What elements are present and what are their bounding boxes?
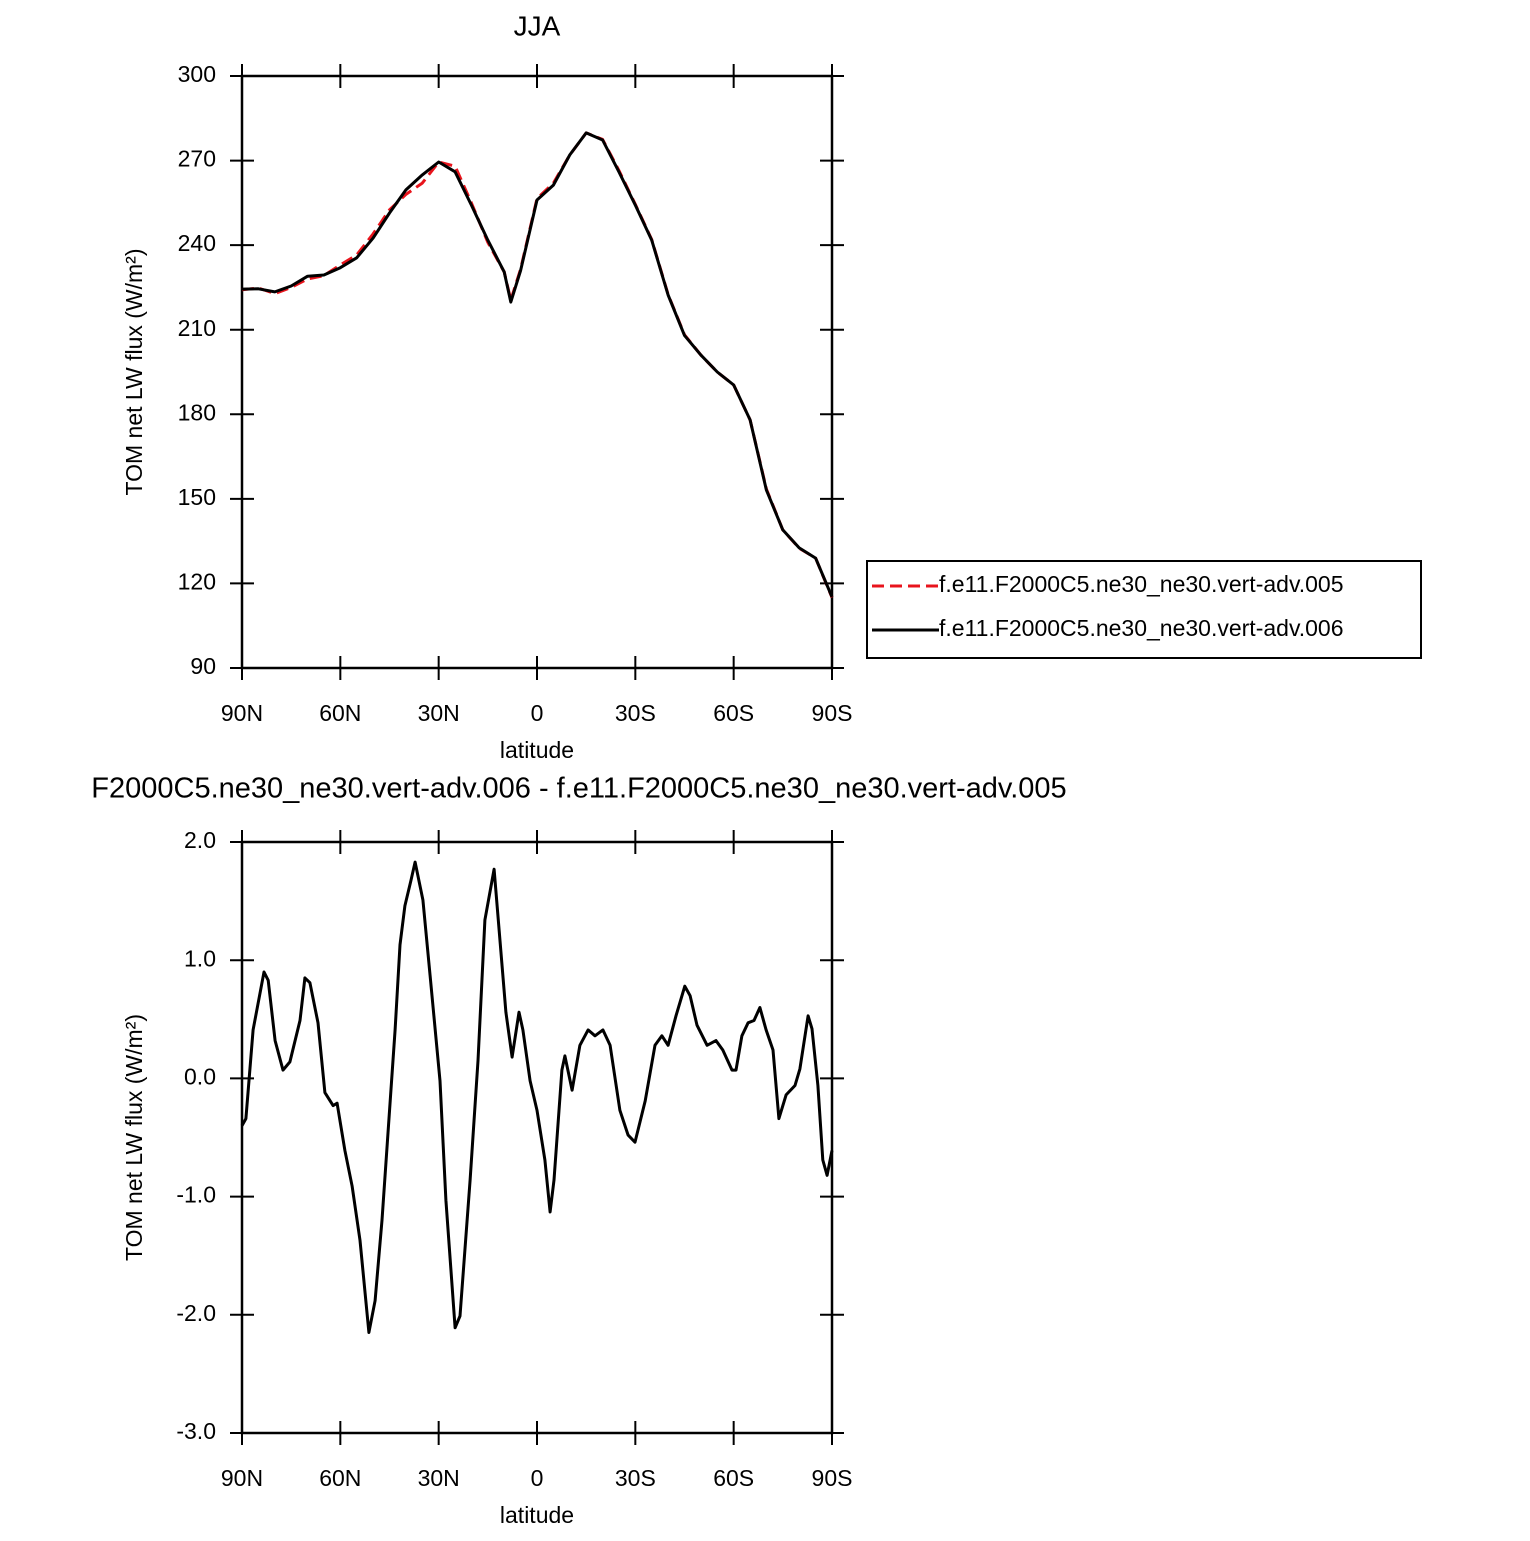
- x-tick-label: 0: [531, 700, 544, 726]
- y-tick-label: 240: [178, 230, 216, 256]
- plot-frame: [240, 840, 834, 1435]
- plot-frame: [240, 74, 834, 670]
- y-tick-label: 90: [190, 653, 216, 679]
- y-tick-label: 0.0: [184, 1063, 216, 1089]
- legend-label: f.e11.F2000C5.ne30_ne30.vert-adv.005: [939, 571, 1344, 597]
- x-tick-label: 30N: [418, 1465, 460, 1491]
- x-tick-label: 90N: [221, 1465, 263, 1491]
- x-tick-label: 60S: [713, 700, 754, 726]
- y-tick-label: 210: [178, 315, 216, 341]
- y-tick-label: 1.0: [184, 945, 216, 971]
- y-tick-label: 180: [178, 399, 216, 425]
- x-axis-label: latitude: [500, 1502, 574, 1528]
- y-tick-label: 270: [178, 146, 216, 172]
- chart-title: JJA: [514, 10, 561, 41]
- x-tick-label: 60N: [319, 1465, 361, 1491]
- x-tick-label: 0: [531, 1465, 544, 1491]
- x-tick-label: 90S: [812, 1465, 853, 1491]
- y-tick-label: -3.0: [176, 1418, 216, 1444]
- y-tick-label: 300: [178, 61, 216, 87]
- x-tick-label: 90S: [812, 700, 853, 726]
- y-axis-label: TOM net LW flux (W/m²): [121, 248, 147, 495]
- x-tick-label: 60N: [319, 700, 361, 726]
- y-axis-label: TOM net LW flux (W/m²): [121, 1014, 147, 1261]
- x-tick-label: 60S: [713, 1465, 754, 1491]
- data-line: [241, 131, 834, 599]
- chart-title: F2000C5.ne30_ne30.vert-adv.006 - f.e11.F…: [91, 773, 1066, 805]
- y-tick-label: 150: [178, 484, 216, 510]
- y-tick-label: 120: [178, 569, 216, 595]
- y-tick-label: 2.0: [184, 827, 216, 853]
- y-tick-label: -2.0: [176, 1300, 216, 1326]
- legend-label: f.e11.F2000C5.ne30_ne30.vert-adv.006: [939, 615, 1344, 641]
- x-tick-label: 30N: [418, 700, 460, 726]
- y-tick-label: -1.0: [176, 1182, 216, 1208]
- x-tick-label: 30S: [615, 700, 656, 726]
- x-tick-label: 30S: [615, 1465, 656, 1491]
- data-line: [240, 860, 834, 1334]
- x-axis-label: latitude: [500, 737, 574, 763]
- legend-box: [866, 560, 1422, 659]
- x-tick-label: 90N: [221, 700, 263, 726]
- data-line: [241, 131, 834, 598]
